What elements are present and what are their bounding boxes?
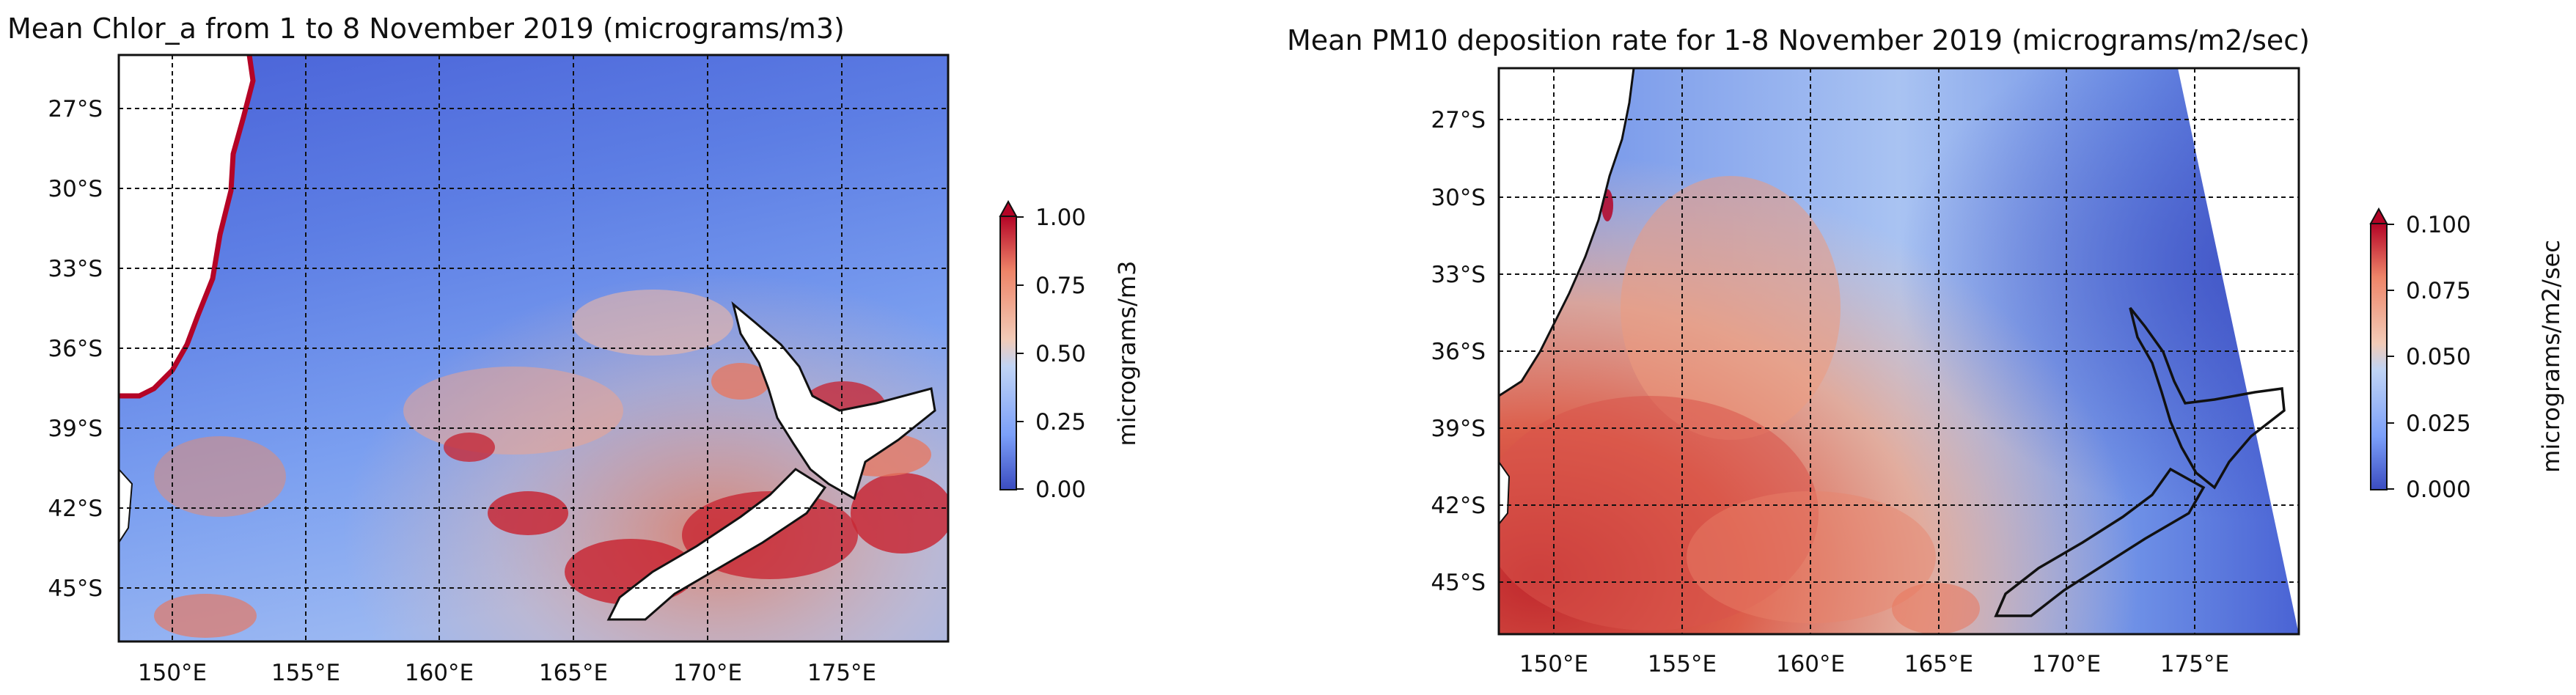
map1-x-tick-label: 150°E bbox=[138, 660, 207, 686]
map2-y-tick-labels: 27°S 30°S 33°S 36°S 39°S 42°S 45°S bbox=[1431, 107, 1486, 596]
map1-y-tick-label: 36°S bbox=[48, 336, 103, 362]
map1-colorbar-tick-label: 1.00 bbox=[1035, 205, 1086, 231]
map1-colorbar-tick-label: 0.75 bbox=[1035, 273, 1086, 299]
map1-y-tick-label: 42°S bbox=[48, 496, 103, 522]
map2-colorbar-extend-arrow bbox=[2369, 207, 2388, 224]
map1-colorbar-tick-label: 0.00 bbox=[1035, 477, 1086, 503]
map2-colorbar-tick-label: 0.025 bbox=[2406, 411, 2471, 437]
map2-y-tick-label: 27°S bbox=[1431, 107, 1486, 133]
map1-colorbar-tick-label: 0.25 bbox=[1035, 409, 1086, 435]
map2-title: Mean PM10 deposition rate for 1-8 Novemb… bbox=[1287, 24, 2310, 56]
map1-colorbar-extend-arrow bbox=[999, 199, 1018, 217]
map2-colorbar-tick-label: 0.000 bbox=[2406, 477, 2471, 503]
map2-y-tick-label: 36°S bbox=[1431, 339, 1486, 365]
map2-no-data-region bbox=[2178, 68, 2299, 634]
map1-colorbar: 1.00 0.75 0.50 0.25 0.00 micrograms/m3 bbox=[999, 199, 1141, 503]
map1-y-tick-label: 39°S bbox=[48, 416, 103, 442]
map2-y-tick-label: 45°S bbox=[1431, 570, 1486, 596]
map1-y-tick-labels: 27°S 30°S 33°S 36°S 39°S 42°S 45°S bbox=[48, 96, 103, 602]
map2-gridlines bbox=[1499, 68, 2299, 634]
map1-colorbar-label: micrograms/m3 bbox=[1113, 261, 1141, 446]
map1-y-tick-label: 45°S bbox=[48, 576, 103, 602]
map1-new-zealand-land bbox=[606, 301, 936, 621]
map1-x-tick-label: 155°E bbox=[271, 660, 340, 686]
map2-colorbar-bar bbox=[2370, 223, 2388, 490]
map2-frame bbox=[1497, 67, 2300, 636]
map2-x-tick-label: 150°E bbox=[1519, 651, 1588, 677]
map2-australia-land bbox=[1499, 68, 1635, 526]
map2-x-tick-label: 155°E bbox=[1648, 651, 1717, 677]
map1-colorbar-tick-label: 0.50 bbox=[1035, 341, 1086, 367]
map2-colorbar-tick-label: 0.075 bbox=[2406, 278, 2471, 304]
map2-y-tick-label: 42°S bbox=[1431, 493, 1486, 519]
map1-x-tick-label: 175°E bbox=[807, 660, 876, 686]
map2-x-tick-labels: 150°E 155°E 160°E 165°E 170°E 175°E bbox=[1519, 651, 2229, 677]
map2-x-tick-label: 160°E bbox=[1776, 651, 1845, 677]
map1-frame bbox=[117, 54, 950, 643]
map1-x-tick-label: 160°E bbox=[405, 660, 474, 686]
map2-colorbar-label: micrograms/m2/sec bbox=[2537, 240, 2565, 473]
map2-y-tick-label: 33°S bbox=[1431, 262, 1486, 288]
map2-x-tick-label: 165°E bbox=[1904, 651, 1973, 677]
map2-colorbar: 0.100 0.075 0.050 0.025 0.000 micrograms… bbox=[2369, 207, 2565, 503]
map2-x-tick-label: 175°E bbox=[2160, 651, 2229, 677]
map1-gridlines bbox=[119, 55, 948, 641]
map2-colorbar-tick-label: 0.100 bbox=[2406, 212, 2471, 238]
map1-x-tick-labels: 150°E 155°E 160°E 165°E 170°E 175°E bbox=[138, 660, 876, 686]
map1-x-tick-label: 170°E bbox=[673, 660, 742, 686]
map1-title: Mean Chlor_a from 1 to 8 November 2019 (… bbox=[7, 12, 845, 45]
map2-new-zealand-outline bbox=[1994, 306, 2286, 617]
map1-y-tick-label: 33°S bbox=[48, 256, 103, 282]
map1-y-tick-label: 27°S bbox=[48, 96, 103, 122]
map2-x-tick-label: 170°E bbox=[2032, 651, 2101, 677]
map1-y-tick-label: 30°S bbox=[48, 176, 103, 202]
map2-y-tick-label: 30°S bbox=[1431, 185, 1486, 211]
map1-colorbar-bar bbox=[999, 216, 1017, 490]
map1-x-tick-label: 165°E bbox=[539, 660, 608, 686]
map1-australia-land bbox=[119, 55, 256, 544]
map2-y-tick-label: 39°S bbox=[1431, 416, 1486, 442]
map2-colorbar-tick-label: 0.050 bbox=[2406, 344, 2471, 370]
